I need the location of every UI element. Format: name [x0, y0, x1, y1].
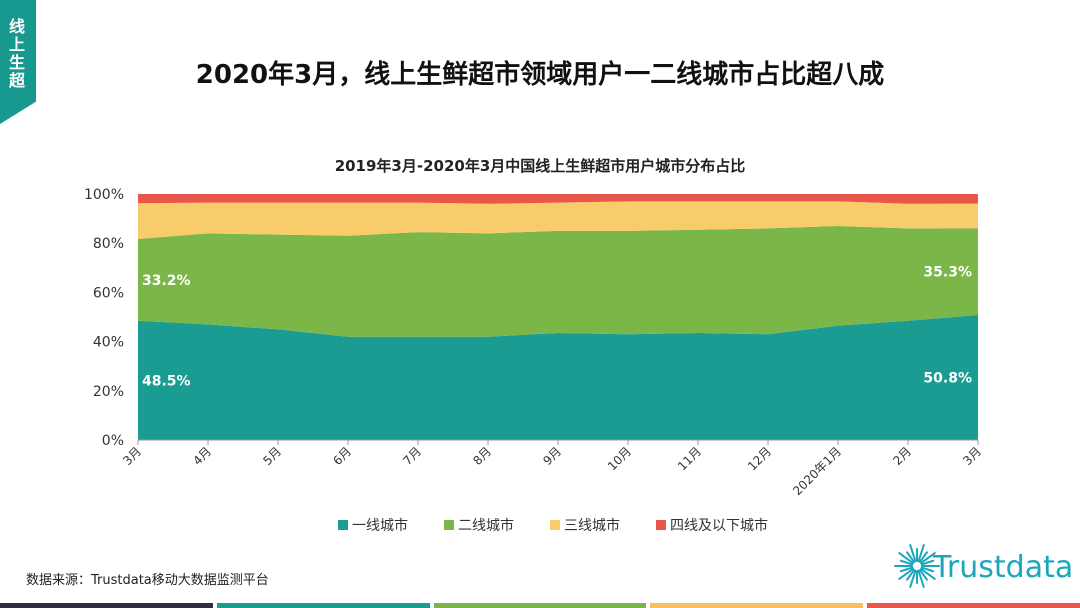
section-tab: 线上生超 — [0, 0, 36, 124]
legend-swatch — [550, 520, 560, 530]
y-tick-label: 40% — [93, 335, 124, 351]
legend-label: 三线城市 — [564, 517, 620, 534]
legend-swatch — [338, 520, 348, 530]
bottom-bar-segment — [867, 603, 1080, 608]
legend-label: 四线及以下城市 — [670, 517, 768, 534]
x-tick-label: 12月 — [745, 444, 774, 473]
legend-label: 二线城市 — [458, 517, 514, 534]
data-label: 35.3% — [923, 265, 972, 281]
x-tick-label: 11月 — [675, 444, 704, 473]
trustdata-logo: Trustdata — [893, 536, 1073, 596]
bottom-bar-segment — [650, 603, 864, 608]
bottom-bar-segment — [216, 603, 430, 608]
data-label: 48.5% — [142, 373, 191, 389]
x-tick-label: 2020年1月 — [790, 444, 844, 498]
legend-swatch — [656, 520, 666, 530]
y-tick-label: 80% — [93, 236, 124, 252]
data-label: 33.2% — [142, 273, 191, 289]
y-tick-label: 100% — [84, 187, 124, 203]
area-3 — [138, 201, 978, 239]
bottom-color-bar — [0, 603, 1080, 608]
x-tick-label: 2月 — [890, 444, 914, 468]
x-tick-label: 7月 — [400, 444, 424, 468]
legend-swatch — [444, 520, 454, 530]
area-4 — [138, 194, 978, 204]
x-tick-label: 4月 — [190, 444, 214, 468]
legend-label: 一线城市 — [352, 517, 408, 534]
chart-title: 2019年3月-2020年3月中国线上生鲜超市用户城市分布占比 — [334, 157, 746, 175]
y-tick-label: 20% — [93, 384, 124, 400]
bottom-bar-segment — [0, 603, 213, 608]
y-tick-label: 0% — [102, 433, 124, 449]
x-tick-label: 5月 — [260, 444, 284, 468]
x-tick-label: 10月 — [605, 444, 634, 473]
x-tick-label: 3月 — [960, 444, 984, 468]
area-1 — [138, 315, 978, 440]
page-title: 2020年3月，线上生鲜超市领域用户一二线城市占比超八成 — [195, 60, 885, 90]
bottom-bar-segment — [433, 603, 647, 608]
sunburst-icon — [894, 544, 940, 588]
y-tick-label: 60% — [93, 285, 124, 301]
section-tab-label: 线上生超 — [6, 18, 25, 90]
logo-text: Trustdata — [933, 550, 1074, 585]
x-tick-label: 8月 — [470, 444, 494, 468]
x-tick-label: 6月 — [330, 444, 354, 468]
data-label: 50.8% — [923, 371, 972, 387]
x-tick-label: 9月 — [540, 444, 564, 468]
area-2 — [138, 226, 978, 337]
data-source: 数据来源：Trustdata移动大数据监测平台 — [26, 573, 269, 588]
